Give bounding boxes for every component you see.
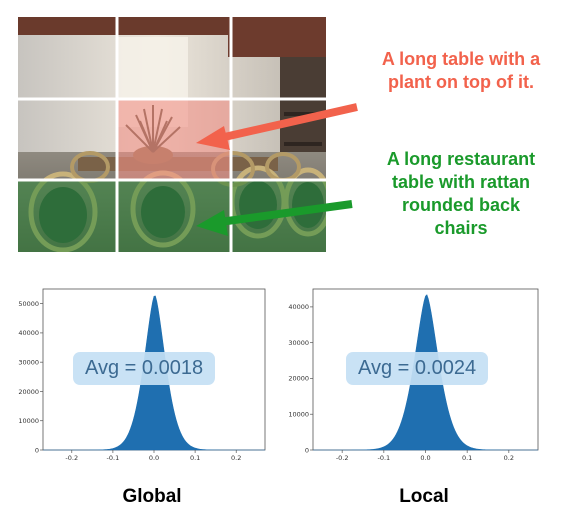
shelf-board bbox=[284, 112, 322, 116]
caption-rattan-table: A long restaurant table with rattan roun… bbox=[352, 148, 570, 240]
arrow-green bbox=[196, 200, 353, 236]
local-avg-badge: Avg = 0.0024 bbox=[346, 352, 489, 385]
y-tick-label: 10000 bbox=[288, 411, 309, 419]
x-tick-label: -0.1 bbox=[377, 454, 390, 462]
y-tick-label: 50000 bbox=[18, 300, 39, 308]
y-tick-label: 0 bbox=[305, 446, 309, 454]
y-tick-label: 20000 bbox=[18, 388, 39, 396]
caption-line: A long restaurant bbox=[386, 149, 536, 169]
y-tick-label: 0 bbox=[35, 446, 39, 454]
x-tick-label: 0.2 bbox=[504, 454, 514, 462]
caption-line: chairs bbox=[434, 218, 488, 238]
y-tick-label: 30000 bbox=[288, 339, 309, 347]
y-tick-label: 40000 bbox=[18, 329, 39, 337]
x-tick-label: 0.1 bbox=[190, 454, 200, 462]
restaurant-photo-svg bbox=[18, 17, 326, 252]
x-tick-label: -0.2 bbox=[336, 454, 349, 462]
caption-line: A long table with a bbox=[381, 49, 541, 69]
y-tick-label: 20000 bbox=[288, 375, 309, 383]
x-tick-label: 0.0 bbox=[149, 454, 159, 462]
y-tick-label: 30000 bbox=[18, 358, 39, 366]
y-tick-label: 40000 bbox=[288, 303, 309, 311]
grid-lines bbox=[18, 17, 326, 252]
caption-line: rounded back bbox=[401, 195, 521, 215]
caption-line: plant on top of it. bbox=[388, 72, 534, 92]
global-label: Global bbox=[122, 486, 182, 507]
global-avg-badge: Avg = 0.0018 bbox=[73, 352, 216, 385]
x-tick-label: 0.2 bbox=[231, 454, 241, 462]
y-tick-label: 10000 bbox=[18, 417, 39, 425]
brick-ceiling-right bbox=[228, 17, 326, 57]
caption-plant-table: A long table with a plant on top of it. bbox=[356, 48, 566, 94]
x-tick-label: -0.2 bbox=[65, 454, 78, 462]
local-label: Local bbox=[399, 486, 449, 507]
x-tick-label: 0.0 bbox=[420, 454, 430, 462]
restaurant-photo bbox=[18, 17, 326, 252]
arrow-red bbox=[196, 103, 358, 150]
shelf-board-2 bbox=[284, 142, 322, 146]
x-tick-label: -0.1 bbox=[107, 454, 120, 462]
caption-line: table with rattan bbox=[391, 172, 530, 192]
x-tick-label: 0.1 bbox=[462, 454, 472, 462]
